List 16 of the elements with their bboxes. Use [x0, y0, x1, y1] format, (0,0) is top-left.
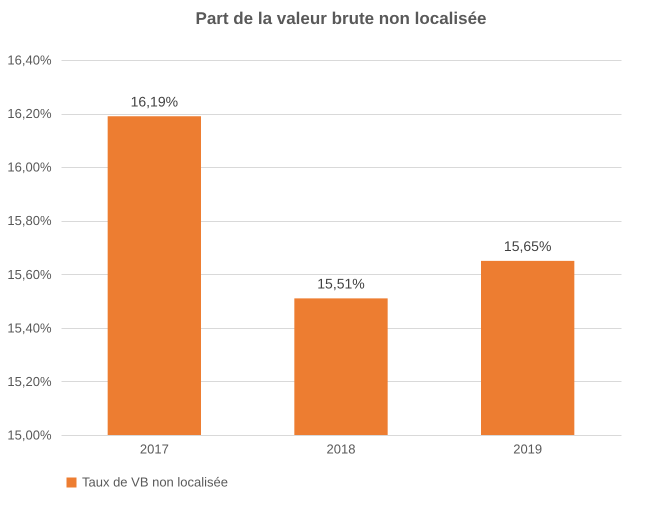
y-tick-label: 15,80%	[7, 213, 52, 228]
data-label: 16,19%	[130, 93, 178, 110]
chart-title: Part de la valeur brute non localisée	[196, 9, 486, 28]
x-tick-label: 2018	[326, 442, 356, 456]
data-label: 15,65%	[504, 238, 552, 254]
data-label: 15,51%	[317, 275, 365, 292]
legend-label: Taux de VB non localisée	[82, 474, 228, 490]
y-tick-label: 16,20%	[7, 106, 52, 122]
y-tick-label: 15,00%	[7, 428, 52, 442]
y-tick-label: 16,00%	[7, 160, 52, 175]
x-tick-label: 2017	[140, 442, 169, 456]
y-tick-label: 16,40%	[7, 52, 52, 68]
x-tick-label: 2019	[513, 442, 542, 456]
y-tick-label: 15,20%	[7, 374, 52, 389]
y-tick-label: 15,60%	[7, 266, 52, 282]
y-tick-label: 15,40%	[7, 320, 52, 336]
